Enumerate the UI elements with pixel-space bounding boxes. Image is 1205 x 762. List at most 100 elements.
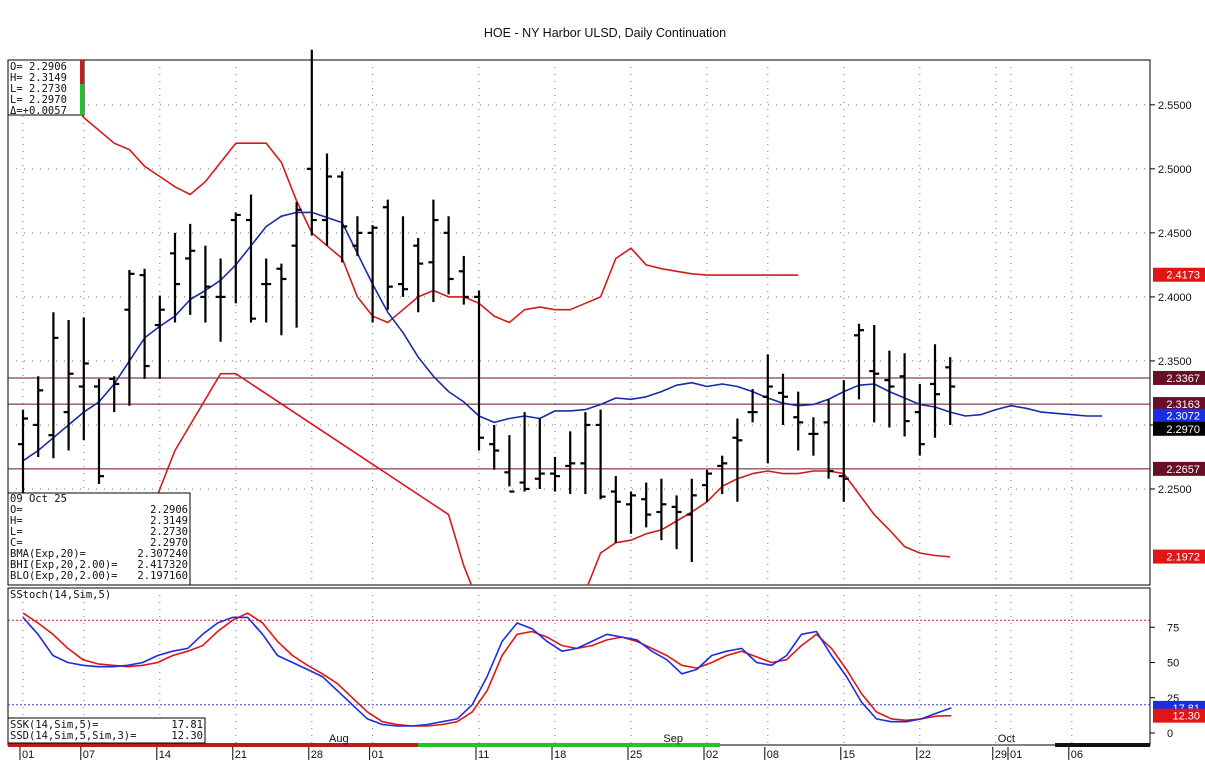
stoch-value: 17.81 — [171, 719, 203, 731]
ohlc-bar — [884, 350, 895, 428]
ssk-line — [22, 616, 952, 727]
day-label: 02 — [706, 749, 718, 761]
ohlc-bar — [793, 391, 804, 451]
ohlc-bar — [808, 417, 819, 456]
month-label: Aug — [329, 733, 349, 745]
ohlc-bar — [398, 216, 408, 297]
price-tag-box — [1153, 461, 1205, 476]
ohlc-bar — [702, 469, 712, 502]
ohlc-bar — [580, 412, 591, 495]
stoch-value-label: SSK(14,Sim,5)= — [10, 719, 99, 731]
bollinger-upper-line — [44, 60, 799, 324]
stoch-tag-label: 12.30 — [1172, 711, 1200, 723]
indicator-value: 2.2730 — [150, 526, 188, 538]
ohlc-summary-line: L= 2.2970 — [10, 94, 67, 106]
ohlc-bar — [930, 344, 940, 438]
ohlc-bar — [565, 431, 576, 495]
ohlc-bar — [671, 495, 682, 550]
ohlc-bar — [170, 232, 180, 323]
ohlc-bar — [854, 323, 864, 400]
bollinger-bands — [22, 60, 1103, 585]
ohlc-summary-line: Δ=+0.0057 — [10, 105, 67, 117]
stoch-values-box — [7, 717, 206, 744]
ohlc-bar — [276, 263, 287, 336]
price-tag-label: 2.2970 — [1166, 424, 1200, 436]
ohlc-summary-up-bar — [80, 84, 84, 115]
ohlc-bar — [109, 376, 120, 413]
indicator-value: 2.2906 — [150, 504, 188, 516]
ohlc-bar — [519, 412, 530, 492]
ohlc-bar — [291, 202, 302, 328]
indicator-date: 09 Oct 25 — [10, 493, 67, 505]
indicator-value: 2.2970 — [150, 537, 188, 549]
price-axis: 2.25002.30002.35002.40002.45002.50002.55… — [1150, 100, 1192, 496]
ohlc-bars — [18, 49, 956, 562]
ohlc-bar — [626, 491, 636, 534]
price-tag-label: 2.2657 — [1166, 464, 1200, 476]
day-label: 25 — [630, 749, 642, 761]
ohlc-bar — [869, 325, 880, 423]
indicator-label: BLO(Exp,20,2.00)= — [10, 570, 117, 582]
ohlc-bar — [778, 373, 788, 425]
stoch-lines — [22, 612, 952, 727]
ohlc-bar — [732, 418, 743, 502]
price-tick-label: 2.4500 — [1158, 228, 1192, 240]
indicator-value: 2.417320 — [137, 559, 188, 571]
ohlc-summary-line: L= 2.2730 — [10, 83, 67, 95]
ohlc-bar — [474, 290, 484, 451]
ohlc-bar — [352, 216, 363, 256]
period-strip-green — [418, 743, 720, 747]
ohlc-bar — [185, 223, 196, 315]
stoch-tag-box — [1153, 708, 1205, 723]
day-label: 07 — [83, 749, 95, 761]
ohlc-bar — [550, 456, 560, 492]
ohlc-summary-box — [7, 59, 85, 116]
ohlc-bar — [717, 455, 728, 495]
price-tag-label: 2.3072 — [1166, 411, 1200, 423]
ohlc-bar — [78, 317, 89, 441]
ohlc-bar — [63, 319, 74, 451]
day-label: 01 — [372, 749, 384, 761]
ohlc-bar — [306, 49, 317, 236]
ssd-line — [22, 612, 952, 727]
month-label: Oct — [998, 733, 1015, 745]
ohlc-bar — [504, 435, 515, 493]
ohlc-bar — [747, 389, 758, 423]
indicator-label: H= — [10, 515, 23, 527]
period-strip-red — [8, 743, 418, 747]
day-label: 21 — [235, 749, 247, 761]
ohlc-bar — [246, 194, 256, 323]
price-tag-label: 2.1972 — [1166, 552, 1200, 564]
ohlc-bar — [33, 376, 44, 457]
stoch-tick-label: 0 — [1167, 728, 1173, 740]
ohlc-bar — [762, 354, 773, 464]
ohlc-bar — [139, 268, 150, 379]
month-label: Sep — [663, 733, 683, 745]
ohlc-bar — [124, 270, 135, 406]
ohlc-bar — [48, 312, 59, 459]
ohlc-bar — [18, 409, 28, 498]
ohlc-bar — [458, 255, 469, 305]
ohlc-bar — [367, 225, 378, 323]
ohlc-bar — [261, 258, 272, 323]
chart-frame — [7, 59, 1151, 746]
ohlc-bar — [489, 424, 500, 470]
stoch-tick-label: 50 — [1167, 658, 1179, 670]
day-label: 06 — [1071, 749, 1083, 761]
ohlc-bar — [322, 153, 332, 246]
price-tick-label: 2.2500 — [1158, 484, 1192, 496]
ohlc-bar — [838, 380, 849, 502]
price-tag-label: 2.3367 — [1166, 373, 1200, 385]
ohlc-bar — [610, 476, 621, 543]
price-tag-box — [1153, 421, 1205, 436]
day-label: 14 — [159, 749, 171, 761]
indicator-values-box — [7, 492, 191, 586]
price-horizontal-lines — [8, 377, 1150, 470]
day-label: 01 — [1010, 749, 1022, 761]
price-tick-label: 2.3500 — [1158, 356, 1192, 368]
ohlc-summary-line: O= 2.2906 — [10, 61, 67, 73]
ohlc-bar — [945, 357, 956, 425]
ohlc-bar — [413, 237, 424, 313]
